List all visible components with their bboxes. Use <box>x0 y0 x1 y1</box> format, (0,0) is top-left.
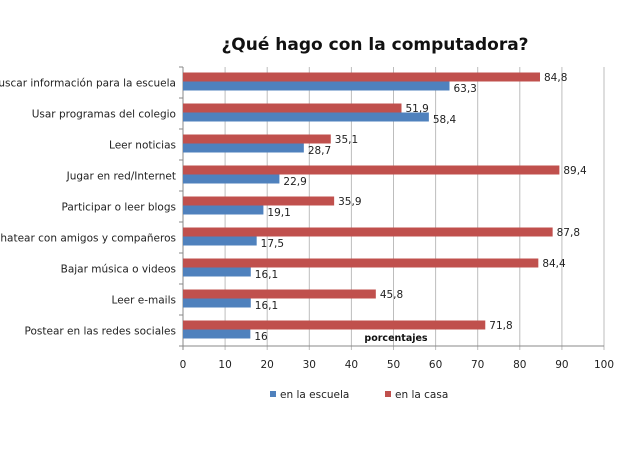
category-label: Leer noticias <box>109 140 176 152</box>
bar-escuela <box>183 267 251 277</box>
data-label: 87,8 <box>557 227 580 239</box>
bar-escuela <box>183 298 251 308</box>
legend-label-casa: en la casa <box>395 389 448 401</box>
category-label: Leer e-mails <box>112 295 176 307</box>
data-label: 16 <box>254 331 268 343</box>
category-labels: Buscar información para la escuela Usar p… <box>0 78 176 338</box>
data-label: 51,9 <box>405 103 428 115</box>
data-label: 58,4 <box>433 114 457 126</box>
data-label: 35,1 <box>335 134 358 146</box>
data-label: 84,4 <box>542 258 566 270</box>
x-tick-label: 50 <box>387 359 400 371</box>
bar-escuela <box>183 205 264 215</box>
x-tick-label: 100 <box>594 359 614 371</box>
bar-casa <box>183 196 335 206</box>
bar-escuela <box>183 81 450 91</box>
bar-escuela <box>183 174 280 184</box>
data-label: 28,7 <box>308 145 331 157</box>
x-axis-label: porcentajes <box>364 333 428 344</box>
data-label: 22,9 <box>283 176 306 188</box>
x-tick-label: 20 <box>261 359 274 371</box>
bar-casa <box>183 227 553 237</box>
x-tick-label: 30 <box>303 359 316 371</box>
category-label: Participar o leer blogs <box>62 202 177 214</box>
chart-title: ¿Qué hago con la computadora? <box>221 35 528 55</box>
data-label: 17,5 <box>261 238 284 250</box>
data-label: 16,1 <box>255 269 278 281</box>
legend-swatch-escuela <box>270 391 276 397</box>
bar-casa <box>183 103 402 113</box>
data-label: 63,3 <box>453 83 476 95</box>
data-label: 84,8 <box>544 72 567 84</box>
legend: en la escuela en la casa <box>270 389 448 401</box>
bar-escuela <box>183 236 257 246</box>
bar-casa <box>183 165 560 175</box>
category-label: Postear en las redes sociales <box>25 326 176 338</box>
legend-swatch-casa <box>385 391 391 397</box>
bar-casa <box>183 258 539 268</box>
data-label: 71,8 <box>489 320 512 332</box>
x-tick-label: 90 <box>555 359 568 371</box>
category-label: Usar programas del colegio <box>32 109 176 121</box>
bar-casa <box>183 320 486 330</box>
x-tick-label: 10 <box>218 359 231 371</box>
bar-casa <box>183 72 541 82</box>
bar-casa <box>183 289 376 299</box>
x-tick-label: 0 <box>180 359 187 371</box>
data-label: 19,1 <box>267 207 290 219</box>
bars: 84,8 63,3 51,9 58,4 35,1 28,7 89,4 22,9 35,9 19,1… <box>183 72 587 343</box>
data-label: 89,4 <box>563 165 587 177</box>
category-label: Bajar música o videos <box>61 264 176 276</box>
data-label: 16,1 <box>255 300 278 312</box>
x-tick-label: 80 <box>513 359 526 371</box>
x-tick-label: 70 <box>471 359 484 371</box>
data-label: 35,9 <box>338 196 361 208</box>
bar-escuela <box>183 112 429 122</box>
category-label: Jugar en red/Internet <box>66 171 176 183</box>
x-tick-labels: 0 10 20 30 40 50 60 70 80 90 100 <box>180 359 614 371</box>
data-label: 45,8 <box>380 289 403 301</box>
category-label: Buscar información para la escuela <box>0 78 176 90</box>
bar-escuela <box>183 143 304 153</box>
x-tick-label: 60 <box>429 359 442 371</box>
legend-label-escuela: en la escuela <box>280 389 349 401</box>
category-label: Chatear con amigos y compañeros <box>0 233 176 245</box>
bar-escuela <box>183 329 251 339</box>
bar-casa <box>183 134 331 144</box>
x-tick-label: 40 <box>345 359 358 371</box>
